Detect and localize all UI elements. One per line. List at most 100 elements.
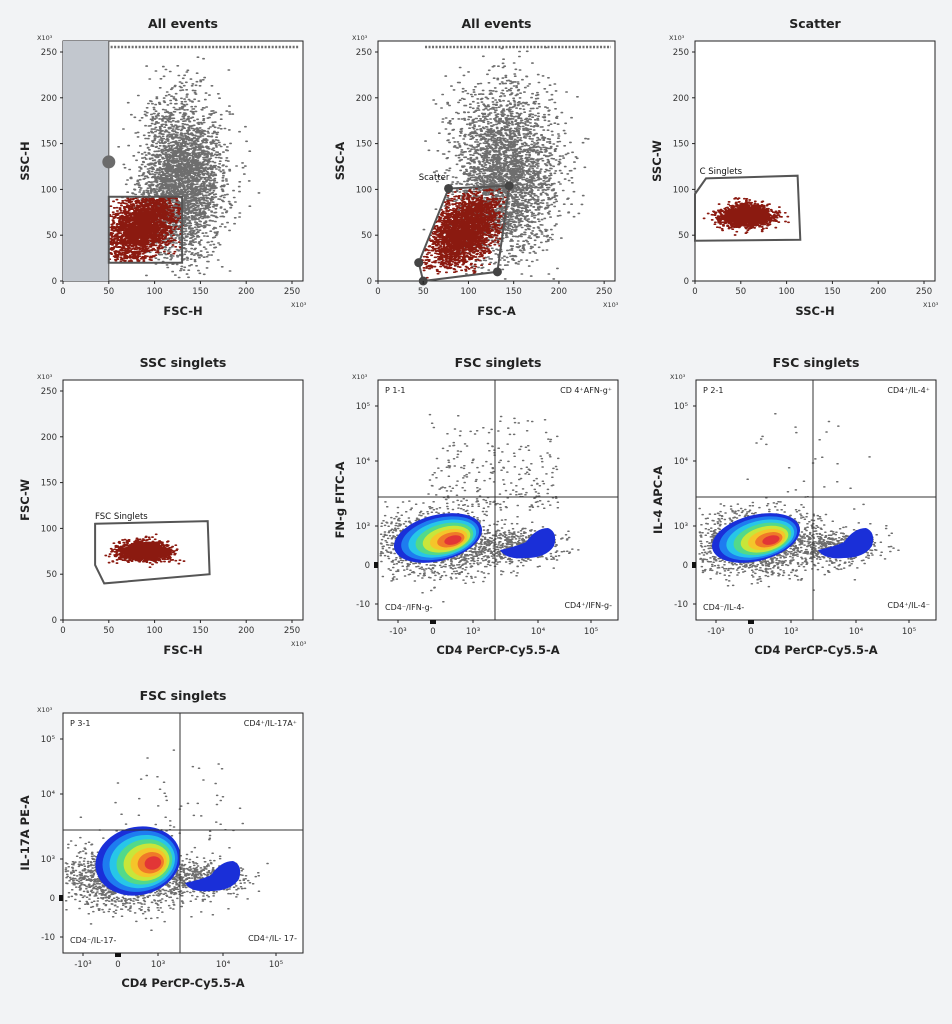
y-tick-label: 100: [356, 185, 372, 195]
y-multiplier: X10³: [352, 34, 368, 42]
quadrant-bottom-left: CD4⁻/IL-17-: [70, 936, 116, 945]
plot-area: [62, 379, 304, 621]
y-axis-label: SSC-W: [650, 140, 664, 182]
x-tick-label: 150: [192, 626, 208, 636]
x-tick-label: 0: [430, 627, 435, 637]
plot-title: All events: [148, 16, 218, 31]
plot-panel-6: FSC singlets CD4 PerCP-Cy5.5-A IL-4 APC-A X…: [651, 355, 937, 657]
quadrant-gate-label: P 1-1: [385, 386, 405, 395]
x-tick-label: 10³: [466, 627, 480, 637]
plot-panel-3: Scatter SSC-H SSC-W X10³ C Singlets X10³ 0 50 10…: [650, 16, 939, 318]
x-tick-label: 0: [375, 287, 380, 297]
x-tick-label: -10³: [389, 627, 406, 637]
x-tick-label: 100: [778, 287, 794, 297]
y-tick-label: 250: [673, 48, 689, 58]
plot-area: [62, 712, 304, 954]
x-tick-label: 50: [103, 626, 114, 636]
cd4-positive-blob: [185, 861, 241, 892]
y-tick-label: 10³: [356, 522, 370, 532]
x-tick-label: 150: [506, 287, 522, 297]
x-multiplier: X10³: [603, 301, 619, 309]
gated-event-dots: [419, 187, 510, 279]
y-tick-label: 10⁵: [41, 735, 55, 745]
x-tick-label: 150: [824, 287, 840, 297]
x-axis-label: CD4 PerCP-Cy5.5-A: [436, 643, 559, 657]
plot-title: FSC singlets: [455, 355, 542, 370]
y-tick-label: 250: [41, 48, 57, 58]
y-axis-label: SSC-A: [333, 142, 347, 181]
x-tick-label: 0: [115, 960, 120, 970]
x-tick-label: 0: [692, 287, 697, 297]
density-contour: [144, 856, 162, 870]
y-tick-label: 50: [46, 570, 57, 580]
y-tick-label: 100: [41, 524, 57, 534]
y-tick-label: 10⁴: [41, 790, 56, 800]
y-tick-label: 250: [41, 387, 57, 397]
quadrant-gate-label: P 3-1: [70, 719, 90, 728]
density-contour: [762, 535, 780, 545]
x-tick-label: 200: [238, 626, 254, 636]
plot-title: SSC singlets: [140, 355, 227, 370]
x-tick-label: 50: [418, 287, 429, 297]
plot-area: [695, 379, 937, 621]
y-tick-label: 100: [41, 185, 57, 195]
y-tick-label: 10⁵: [674, 402, 688, 412]
plot-content: Scatter: [414, 45, 611, 286]
y-tick-label: 200: [41, 433, 57, 443]
cd4-positive-blob: [818, 528, 874, 559]
y-multiplier: X10³: [670, 373, 686, 381]
y-multiplier: X10³: [352, 373, 368, 381]
plot-content: P 1-1 CD 4⁺AFN-g⁺ CD4⁻/IFN-g- CD4⁺/IFN-g-: [378, 380, 618, 620]
x-multiplier: X10³: [291, 301, 307, 309]
x-axis-label: FSC-H: [163, 304, 202, 318]
y-tick-label: 0: [683, 561, 688, 571]
y-tick-label: 10⁵: [356, 402, 370, 412]
y-tick-label: 100: [673, 185, 689, 195]
y-tick-label: 50: [46, 231, 57, 241]
y-tick-label: 50: [678, 231, 689, 241]
plot-area: [694, 40, 936, 282]
x-tick-label: -10³: [74, 960, 91, 970]
axis-zero-marker: [748, 620, 754, 624]
axis-zero-marker: [59, 895, 63, 901]
gate-polygon: [107, 195, 184, 264]
x-multiplier: X10³: [923, 301, 939, 309]
x-tick-label: 10³: [151, 960, 165, 970]
quadrant-top-right: CD 4⁺AFN-g⁺: [560, 386, 612, 395]
y-tick-label: 10⁴: [674, 457, 689, 467]
quadrant-bottom-left: CD4⁻/IL-4-: [703, 603, 744, 612]
plot-title: Scatter: [789, 16, 841, 31]
quadrant-gate-label: P 2-1: [703, 386, 723, 395]
y-axis-label: FSC-W: [18, 479, 32, 521]
y-tick-label: 200: [41, 94, 57, 104]
quadrant-top-right: CD4⁺/IL-4⁺: [887, 386, 930, 395]
y-axis-label: FN-g FITC-A: [333, 461, 347, 538]
x-axis-label: CD4 PerCP-Cy5.5-A: [754, 643, 877, 657]
quadrant-top-right: CD4⁺/IL-17A⁺: [244, 719, 297, 728]
y-tick-label: 200: [356, 94, 372, 104]
y-multiplier: X10³: [37, 706, 53, 714]
x-tick-label: 10⁴: [531, 627, 546, 637]
axis-zero-marker: [430, 620, 436, 624]
x-axis-label: FSC-A: [477, 304, 516, 318]
x-tick-label: 10⁵: [584, 627, 598, 637]
gate-label: Scatter: [419, 173, 450, 183]
x-tick-label: 250: [596, 287, 612, 297]
x-tick-label: 200: [870, 287, 886, 297]
x-axis-label: CD4 PerCP-Cy5.5-A: [121, 976, 244, 990]
plot-panel-4: SSC singlets FSC-H FSC-W X10³ FSC Singlets X1…: [18, 355, 307, 657]
x-tick-label: 10³: [784, 627, 798, 637]
y-axis-label: IL-4 APC-A: [651, 466, 665, 534]
y-tick-label: 0: [684, 277, 689, 287]
axis-zero-marker: [115, 953, 121, 957]
gate-polygon: [94, 520, 211, 585]
quadrant-bottom-right: CD4⁺/IL- 17-: [248, 934, 297, 943]
axis-zero-marker: [374, 562, 378, 568]
cd4-positive-blob: [500, 528, 556, 559]
x-tick-label: -10³: [707, 627, 724, 637]
x-tick-label: 50: [735, 287, 746, 297]
gate-vertex: [414, 258, 424, 268]
y-tick-label: 0: [50, 894, 55, 904]
plot-panel-7: FSC singlets CD4 PerCP-Cy5.5-A IL-17A PE-A…: [18, 688, 304, 990]
